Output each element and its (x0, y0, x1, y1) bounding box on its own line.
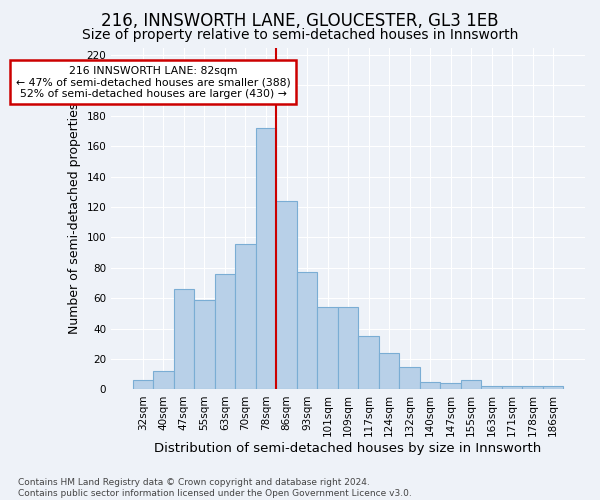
Bar (400, 366, 420, 390)
Text: Size of property relative to semi-detached houses in Innsworth: Size of property relative to semi-detach… (82, 28, 518, 42)
Bar (317, 308, 338, 390)
Bar (297, 272, 317, 390)
Bar (379, 353, 400, 390)
Text: 216, INNSWORTH LANE, GLOUCESTER, GL3 1EB: 216, INNSWORTH LANE, GLOUCESTER, GL3 1EB (101, 12, 499, 30)
Bar (194, 300, 215, 390)
Bar (543, 386, 563, 390)
Bar (420, 382, 440, 390)
Bar (338, 308, 358, 390)
Bar (276, 201, 297, 390)
Bar (235, 244, 256, 390)
Bar (256, 128, 276, 390)
Text: 216 INNSWORTH LANE: 82sqm
← 47% of semi-detached houses are smaller (388)
52% of: 216 INNSWORTH LANE: 82sqm ← 47% of semi-… (16, 66, 290, 99)
X-axis label: Distribution of semi-detached houses by size in Innsworth: Distribution of semi-detached houses by … (154, 442, 542, 455)
Bar (502, 386, 523, 390)
Bar (215, 274, 235, 390)
Y-axis label: Number of semi-detached properties: Number of semi-detached properties (68, 103, 81, 334)
Bar (358, 336, 379, 390)
Bar (173, 289, 194, 390)
Bar (133, 380, 153, 390)
Bar (481, 386, 502, 390)
Bar (523, 386, 543, 390)
Bar (153, 371, 173, 390)
Bar (440, 384, 461, 390)
Text: Contains HM Land Registry data © Crown copyright and database right 2024.
Contai: Contains HM Land Registry data © Crown c… (18, 478, 412, 498)
Bar (461, 380, 481, 390)
